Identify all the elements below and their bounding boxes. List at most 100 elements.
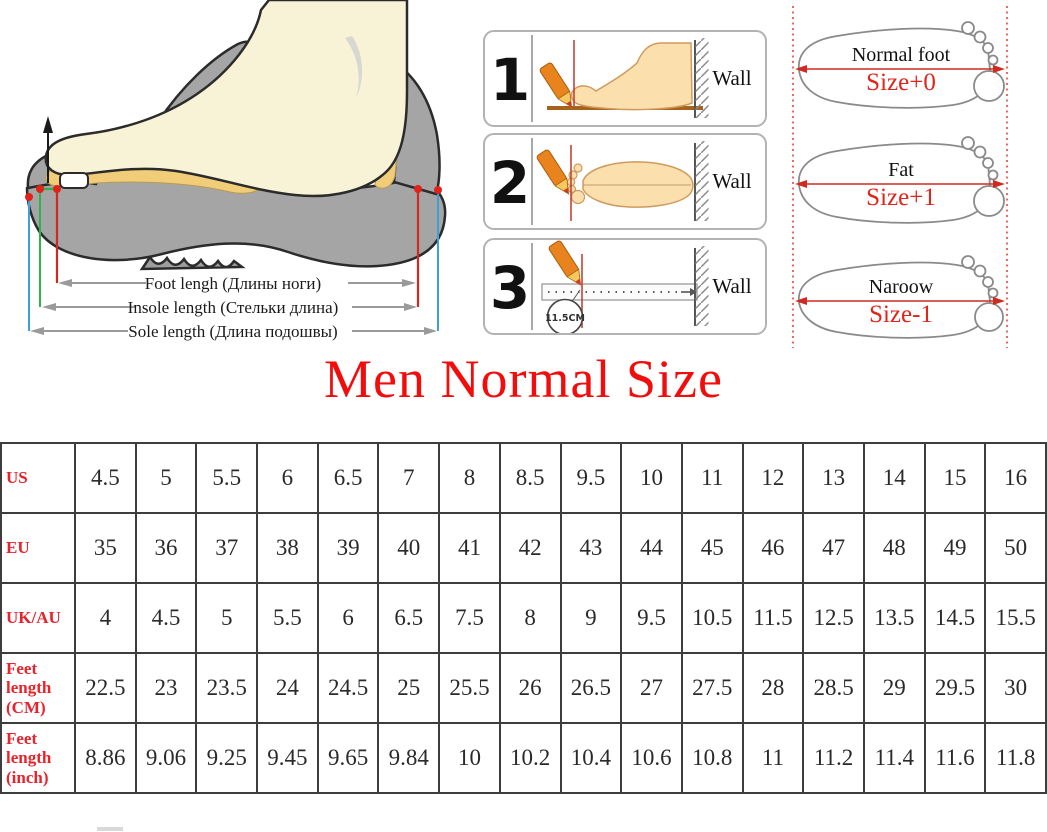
table-row: UK/AU 4 4.5 5 5.5 6 6.5 7.5 8 9 9.5 10.5 11.5 12.5 13.… [0,582,1047,654]
big-toe [974,302,1004,332]
table-cell: 11.8 [984,722,1047,794]
foot-and-leg [44,0,409,198]
table-cell: 29 [862,652,926,724]
toe [973,145,987,159]
foot-type-size: Size+0 [866,69,936,96]
row-header: Feet length (CM) [0,652,76,724]
toe [987,287,999,299]
pencil-icon [539,62,573,108]
row-header: US [0,442,76,514]
table-row: EU 35 36 37 38 39 40 41 42 43 44 45 46 47 48 49 50 [0,512,1047,584]
table-cell: 12.5 [802,582,865,654]
table-cell: 11.5 [741,582,805,654]
table-cell: 13 [802,442,865,514]
table-cell: 23.5 [195,652,259,724]
step-number: 2 [490,149,530,217]
table-cell: 26.5 [559,652,623,724]
table-cell: 4.5 [134,582,198,654]
step-number: 3 [490,254,530,322]
table-cell: 4 [74,582,137,654]
insole-length-label: Insole length (Стельки длина) [128,298,339,317]
table-cell: 9.84 [377,722,441,794]
size-table-body: US 4.5 5 5.5 6 6.5 7 8 8.5 9.5 10 11 12 13 14 15 16 EU 35 3… [0,442,1047,794]
cutoff-text-artifact [97,827,123,831]
table-cell: 38 [256,512,319,584]
table-cell: 25 [377,652,441,724]
table-cell: 5.5 [195,442,259,514]
table-cell: 15.5 [984,582,1047,654]
pencil-icon [536,149,570,195]
table-cell: 9.06 [134,722,198,794]
table-cell: 8 [498,582,562,654]
table-cell: 5 [134,442,198,514]
toe [961,255,975,269]
table-cell: 41 [438,512,501,584]
toe [987,54,999,66]
table-cell: 10.5 [680,582,744,654]
table-cell: 14.5 [923,582,987,654]
table-cell: 39 [316,512,380,584]
table-cell: 10 [438,722,501,794]
table-cell: 9.45 [256,722,319,794]
table-cell: 6 [256,442,319,514]
table-cell: 16 [984,442,1047,514]
foot-width-types: Normal foot Size+0 Fat Size+1 [792,6,1008,348]
table-cell: 46 [741,512,805,584]
table-cell: 26 [498,652,562,724]
table-cell: 11.2 [802,722,865,794]
table-cell: 30 [984,652,1047,724]
table-cell: 29.5 [923,652,987,724]
big-toe [570,189,586,205]
table-cell: 37 [195,512,259,584]
table-cell: 27.5 [680,652,744,724]
row-header: UK/AU [0,582,76,654]
table-cell: 9.65 [316,722,380,794]
table-cell: 9.5 [620,582,683,654]
table-cell: 11.6 [923,722,987,794]
table-cell: 6.5 [377,582,441,654]
foot-type-fat: Fat Size+1 [795,136,1005,224]
table-row: US 4.5 5 5.5 6 6.5 7 8 8.5 9.5 10 11 12 13 14 15 16 [0,442,1047,514]
toe [973,264,987,278]
table-cell: 28.5 [802,652,865,724]
table-cell: 8 [438,442,501,514]
foot-type-narrow: Naroow Size-1 [795,255,1005,339]
table-cell: 5.5 [256,582,319,654]
table-cell: 9.25 [195,722,259,794]
foot-length-label: Foot lengh (Длины ноги) [145,274,321,293]
measure-step-2: 2 Wall [483,133,767,230]
table-cell: 14 [862,442,926,514]
step-number: 1 [490,46,530,114]
page-title: Men Normal Size [324,349,723,409]
measure-step-1: 1 Wall [483,30,767,127]
toe [982,42,994,54]
foot-type-name: Naroow [869,276,934,298]
wall-hatch [695,141,709,221]
table-cell: 10.2 [498,722,562,794]
table-cell: 24 [256,652,319,724]
row-header: Feet length (inch) [0,722,76,794]
toe [961,136,975,150]
wall-hatch [695,38,709,118]
table-cell: 15 [923,442,987,514]
toe-notch [59,172,89,189]
table-cell: 10 [620,442,683,514]
sole-length-label: Sole length (Длина подошвы) [128,322,337,341]
table-cell: 45 [680,512,744,584]
table-cell: 7.5 [438,582,501,654]
table-cell: 28 [741,652,805,724]
table-cell: 4.5 [74,442,137,514]
table-cell: 50 [984,512,1047,584]
measure-step-3: 3 11.5CM Wall [483,238,767,335]
size-table: US 4.5 5 5.5 6 6.5 7 8 8.5 9.5 10 11 12 13 14 15 16 EU 35 3… [0,442,1047,794]
table-cell: 27 [620,652,683,724]
table-cell: 9 [559,582,623,654]
measurement-callout [546,298,584,333]
toe [982,276,994,288]
ruler [541,283,698,301]
table-cell: 6 [316,582,380,654]
toe [982,157,994,169]
table-cell: 12 [741,442,805,514]
toe [987,169,999,181]
